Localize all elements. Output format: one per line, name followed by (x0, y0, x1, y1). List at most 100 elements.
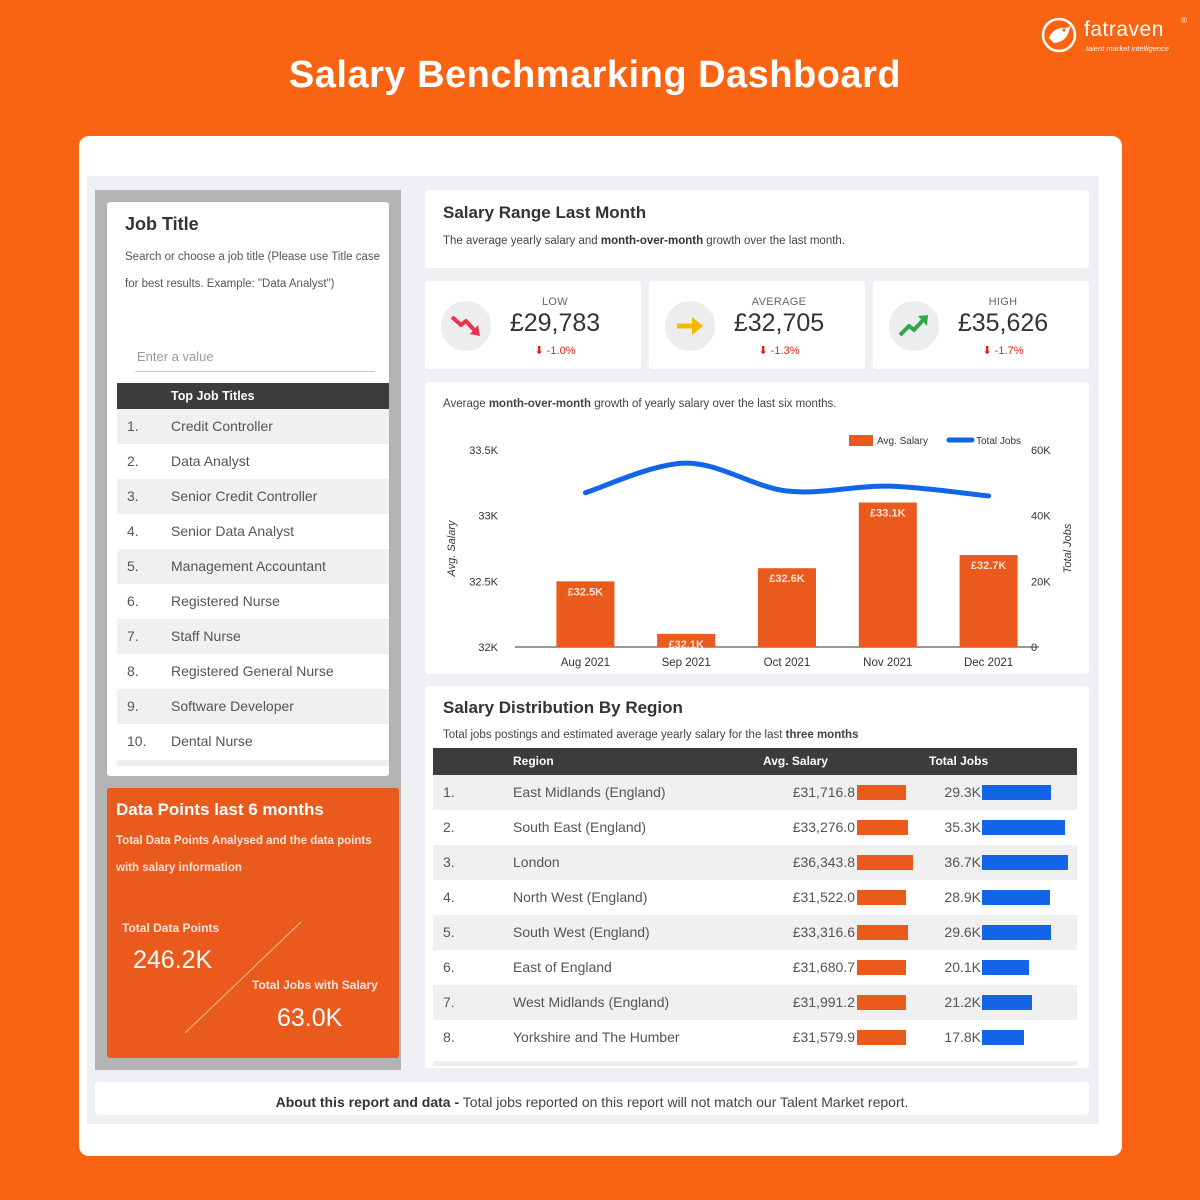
region-rank: 3. (443, 854, 455, 870)
x-tick-label: Nov 2021 (863, 657, 912, 669)
top-job-titles-list: 1. Credit Controller 2. Data Analyst 3. Senio… (117, 409, 389, 759)
y2-axis-title: Total Jobs (1062, 523, 1074, 573)
kpi-delta-value: -1.0% (546, 345, 576, 357)
job-title-name: Registered Nurse (171, 593, 280, 609)
y2-tick-label: 0 (1031, 642, 1037, 654)
job-title-row[interactable]: 4. Senior Data Analyst (117, 514, 389, 549)
job-title-name: Credit Controller (171, 418, 273, 434)
region-name: East of England (513, 959, 612, 975)
region-row[interactable]: 1. East Midlands (England) £31,716.8 29.3K (433, 775, 1077, 810)
region-name: North West (England) (513, 889, 648, 905)
region-total-jobs: 29.6K (944, 924, 981, 940)
job-title-row[interactable]: 10. Dental Nurse (117, 724, 389, 759)
legend-jobs-label: Total Jobs (976, 436, 1021, 447)
top-job-titles-table: Top Job Titles 1. Credit Controller 2. Data… (117, 383, 389, 759)
brand-logo: fatraven ® talent market intelligence (1040, 16, 1190, 58)
job-rank: 2. (127, 453, 139, 469)
region-row[interactable]: 3. London £36,343.8 36.7K (433, 845, 1077, 880)
kpi-delta: ⬇ -1.0% (425, 344, 685, 357)
region-distribution-card: Salary Distribution By Region Total jobs… (425, 686, 1089, 1068)
caption-bold: month-over-month (488, 398, 592, 410)
salary-bar (857, 890, 906, 905)
x-tick-label: Oct 2021 (764, 657, 811, 669)
job-title-row[interactable]: 7. Staff Nurse (117, 619, 389, 654)
data-points-card: Data Points last 6 months Total Data Poi… (107, 788, 399, 1058)
region-row[interactable]: 8. Yorkshire and The Humber £31,579.9 17.8K (433, 1020, 1077, 1055)
region-table-header: Region Avg. Salary Total Jobs (433, 748, 1077, 775)
job-title-row[interactable]: 1. Credit Controller (117, 409, 389, 444)
region-rank: 1. (443, 784, 455, 800)
jobs-with-salary-label: Total Jobs with Salary (252, 978, 378, 992)
header-total-jobs[interactable]: Total Jobs (929, 754, 989, 768)
region-row[interactable]: 7. West Midlands (England) £31,991.2 21.2K (433, 985, 1077, 1020)
region-table-scrollbar[interactable] (433, 1061, 1077, 1066)
dashboard-card: Job Title Search or choose a job title (… (79, 136, 1122, 1156)
report-canvas: Job Title Search or choose a job title (… (87, 176, 1099, 1124)
region-rank: 4. (443, 889, 455, 905)
data-points-title: Data Points last 6 months (116, 800, 324, 819)
job-title-row[interactable]: 2. Data Analyst (117, 444, 389, 479)
salary-jobs-combo-chart: 32K 32.5K 33K 33.5K 0 20K 40K 60K Avg. Salary Tot… (446, 435, 1074, 669)
job-title-name: Software Developer (171, 698, 294, 714)
job-rank: 5. (127, 558, 139, 574)
region-name: West Midlands (England) (513, 994, 670, 1010)
job-list-scrollbar[interactable] (117, 760, 389, 766)
region-rank: 2. (443, 819, 455, 835)
header-region[interactable]: Region (513, 754, 554, 768)
salary-bar (857, 1030, 906, 1045)
jobs-bar (982, 1030, 1024, 1045)
job-rank: 7. (127, 628, 139, 644)
down-arrow-icon: ⬇ (534, 345, 544, 357)
header-avg-salary[interactable]: Avg. Salary (763, 754, 828, 768)
bar-data-label: £32.6K (769, 573, 805, 585)
kpi-value: £32,705 (733, 309, 825, 337)
kpi-low: LOW £29,783 ⬇ -1.0% (425, 281, 641, 369)
region-row[interactable]: 5. South West (England) £33,316.6 29.6K (433, 915, 1077, 950)
region-row[interactable]: 6. East of England £31,680.7 20.1K (433, 950, 1077, 985)
salary-bar (857, 925, 909, 940)
x-tick-label: Aug 2021 (561, 657, 610, 669)
y2-tick-label: 60K (1031, 445, 1051, 457)
job-title-search-input[interactable] (135, 342, 375, 372)
region-rank: 8. (443, 1029, 455, 1045)
region-avg-salary: £36,343.8 (792, 854, 855, 870)
arrow-right-icon (665, 301, 715, 351)
region-row[interactable]: 2. South East (England) £33,276.0 35.3K (433, 810, 1077, 845)
job-title-row[interactable]: 3. Senior Credit Controller (117, 479, 389, 514)
kpi-delta-value: -1.3% (770, 345, 800, 357)
jobs-bar (982, 995, 1032, 1010)
y2-tick-label: 40K (1031, 511, 1051, 523)
subtitle-text: Total jobs postings and estimated averag… (443, 729, 786, 741)
job-title-row[interactable]: 9. Software Developer (117, 689, 389, 724)
salary-bar (858, 502, 917, 647)
kpi-label: LOW (542, 296, 568, 308)
region-avg-salary: £31,991.2 (792, 994, 855, 1010)
about-footer: About this report and data - Total jobs … (95, 1082, 1089, 1115)
job-title-instructions: Search or choose a job title (Please use… (125, 251, 381, 290)
job-rank: 10. (127, 733, 147, 749)
job-title-name: Dental Nurse (171, 733, 253, 749)
region-name: East Midlands (England) (513, 784, 666, 800)
job-rank: 9. (127, 698, 139, 714)
salary-range-subtitle: The average yearly salary and month-over… (443, 235, 845, 247)
job-title-name: Data Analyst (171, 453, 250, 469)
job-rank: 6. (127, 593, 139, 609)
job-title-row[interactable]: 5. Management Accountant (117, 549, 389, 584)
region-name: South West (England) (513, 924, 650, 940)
top-job-titles-header: Top Job Titles (117, 383, 389, 409)
y-axis-title: Avg. Salary (446, 519, 458, 578)
total-jobs-line (582, 460, 992, 499)
region-total-jobs: 36.7K (944, 854, 981, 870)
kpi-value: £35,626 (957, 309, 1049, 337)
region-total-jobs: 20.1K (944, 959, 981, 975)
diagonal-divider (184, 921, 302, 1034)
job-title-row[interactable]: 8. Registered General Nurse (117, 654, 389, 689)
y-tick-label: 33.5K (469, 445, 498, 457)
subtitle-bold: month-over-month (600, 235, 704, 247)
region-avg-salary: £31,522.0 (792, 889, 855, 905)
kpi-label: HIGH (988, 296, 1018, 308)
kpi-label: AVERAGE (751, 296, 807, 308)
job-title-row[interactable]: 6. Registered Nurse (117, 584, 389, 619)
salary-range-title: Salary Range Last Month (443, 203, 647, 222)
region-row[interactable]: 4. North West (England) £31,522.0 28.9K (433, 880, 1077, 915)
